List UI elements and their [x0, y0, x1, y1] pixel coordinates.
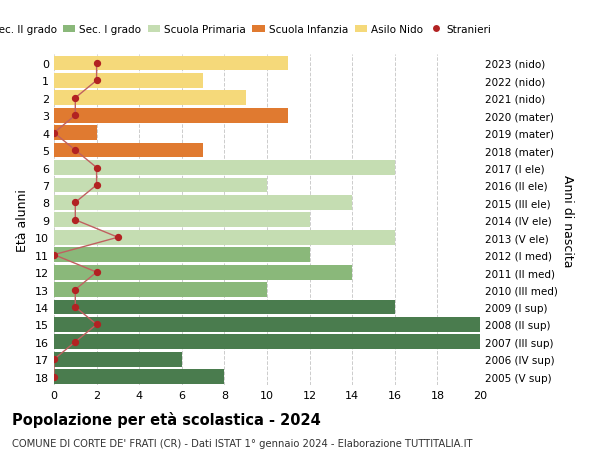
Bar [54, 248, 310, 263]
Point [71, 303, 80, 311]
Point [113, 234, 123, 241]
Text: Popolazione per età scolastica - 2024: Popolazione per età scolastica - 2024 [12, 411, 321, 427]
Point [71, 95, 80, 102]
Bar [54, 230, 395, 245]
Bar [54, 109, 289, 123]
Bar [54, 143, 203, 158]
Point [71, 112, 80, 120]
Bar [54, 91, 246, 106]
Point [71, 199, 80, 207]
Point [92, 60, 101, 67]
Y-axis label: Età alunni: Età alunni [16, 189, 29, 252]
Bar [54, 369, 224, 384]
Point [92, 269, 101, 276]
Text: COMUNE DI CORTE DE' FRATI (CR) - Dati ISTAT 1° gennaio 2024 - Elaborazione TUTTI: COMUNE DI CORTE DE' FRATI (CR) - Dati IS… [12, 438, 473, 448]
Bar [54, 126, 97, 141]
Bar [54, 213, 310, 228]
Bar [54, 196, 352, 210]
Point [71, 286, 80, 294]
Point [92, 182, 101, 189]
Point [92, 321, 101, 328]
Point [49, 130, 59, 137]
Bar [54, 56, 289, 71]
Point [92, 164, 101, 172]
Bar [54, 335, 480, 349]
Bar [54, 178, 267, 193]
Point [92, 78, 101, 85]
Bar [54, 300, 395, 315]
Bar [54, 265, 352, 280]
Bar [54, 282, 267, 297]
Point [49, 252, 59, 259]
Point [49, 373, 59, 381]
Bar [54, 352, 182, 367]
Point [49, 356, 59, 363]
Bar [54, 317, 480, 332]
Point [71, 338, 80, 346]
Legend: Sec. II grado, Sec. I grado, Scuola Primaria, Scuola Infanzia, Asilo Nido, Stran: Sec. II grado, Sec. I grado, Scuola Prim… [0, 21, 495, 39]
Point [71, 217, 80, 224]
Y-axis label: Anni di nascita: Anni di nascita [562, 174, 574, 267]
Bar [54, 74, 203, 89]
Point [71, 147, 80, 154]
Bar [54, 161, 395, 175]
